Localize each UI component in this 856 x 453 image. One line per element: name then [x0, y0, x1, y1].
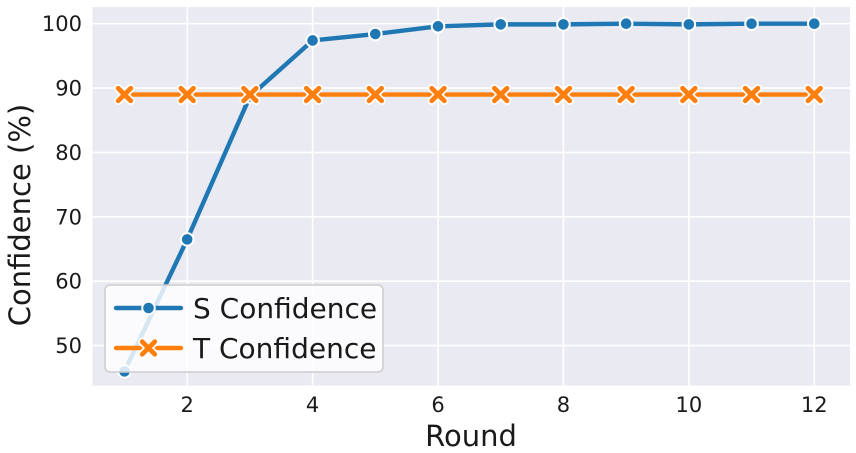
x-tick-label: 8: [557, 393, 570, 417]
data-point-circle: [493, 17, 509, 32]
y-tick-label: 50: [55, 334, 82, 358]
data-point-x: [366, 85, 385, 104]
data-point-circle: [806, 16, 822, 32]
x-tick-label: 2: [181, 393, 194, 417]
data-point-x: [554, 85, 573, 104]
data-point-x: [617, 85, 635, 104]
data-point-circle: [179, 232, 195, 247]
y-tick-label: 70: [55, 205, 82, 229]
data-point-x: [115, 85, 134, 104]
data-point-circle: [430, 19, 446, 34]
x-tick-label: 12: [801, 393, 828, 417]
data-point-x: [139, 339, 158, 357]
tick-labels: 50 60 70 80 90 100 2 4 6 8 10 12: [42, 12, 828, 417]
y-tick-label: 100: [42, 12, 82, 36]
x-tick-label: 10: [675, 393, 702, 417]
legend-entry: T Confidence: [113, 332, 376, 365]
x-tick-label: 4: [306, 393, 319, 417]
y-tick-label: 60: [55, 270, 82, 294]
data-point-circle: [556, 17, 571, 32]
data-point-x: [429, 85, 447, 104]
y-axis-label: Confidence (%): [3, 104, 37, 326]
data-point-circle: [368, 26, 383, 42]
data-series: [114, 16, 825, 379]
y-tick-label: 90: [55, 77, 82, 101]
legend: S Confidence T Confidence: [104, 284, 384, 373]
data-point-circle: [681, 17, 697, 32]
data-point-x: [241, 85, 259, 104]
series-t-confidence: [114, 84, 825, 105]
data-point-circle: [141, 300, 156, 316]
data-point-circle: [744, 16, 759, 32]
y-tick-label: 80: [55, 141, 82, 165]
data-point-x: [680, 85, 698, 104]
data-point-x: [492, 85, 510, 104]
data-point-x: [178, 85, 196, 104]
legend-label: S Confidence: [193, 292, 377, 325]
data-point-x: [303, 85, 322, 104]
data-point-circle: [618, 16, 634, 32]
x-axis-label: Round: [425, 419, 517, 453]
legend-entry: S Confidence: [113, 292, 377, 325]
data-point-x: [742, 85, 761, 104]
data-point-x: [805, 85, 823, 104]
x-tick-label: 6: [431, 393, 444, 417]
legend-label: T Confidence: [192, 332, 376, 365]
data-point-circle: [305, 33, 320, 48]
series-line: [122, 21, 817, 374]
